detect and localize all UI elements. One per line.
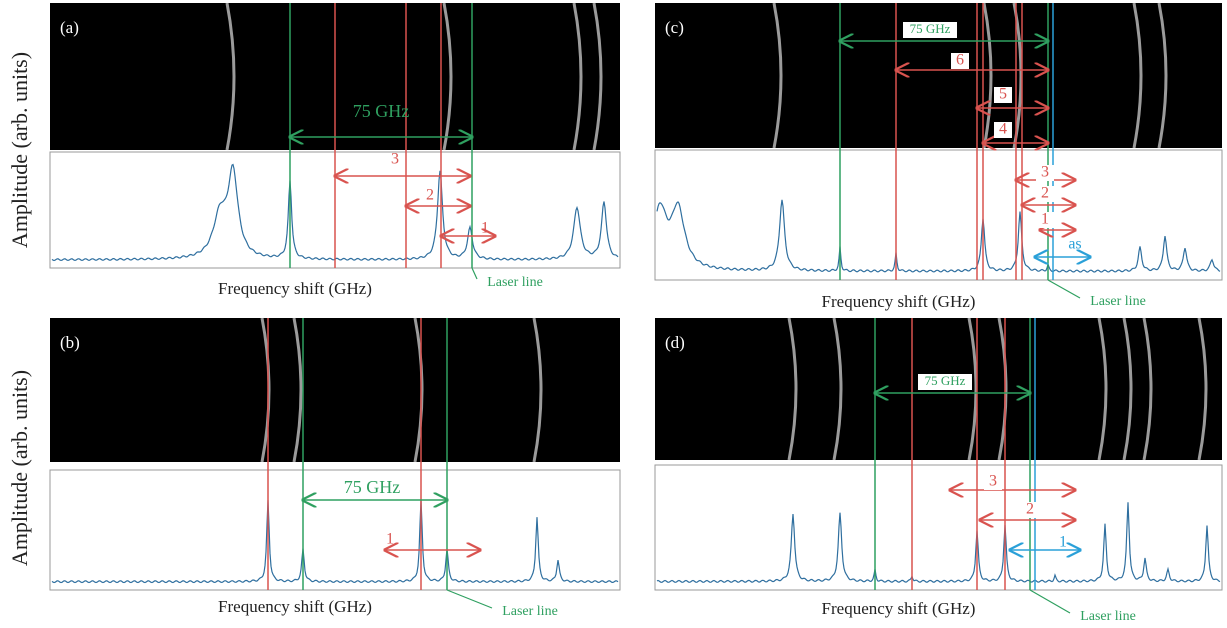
marker-label: 1 (1059, 534, 1067, 551)
fringe (1197, 317, 1208, 461)
label-box (918, 374, 972, 390)
y-axis-label: Amplitude (arb. units) (7, 370, 32, 566)
panel-label: (d) (665, 333, 685, 352)
marker-label: 3 (989, 473, 997, 490)
spacing-label: 75 GHz (910, 21, 951, 36)
camera-image (50, 318, 620, 462)
fringe (832, 317, 843, 461)
fringe (225, 2, 236, 151)
x-axis-label: Frequency shift (GHz) (218, 279, 372, 298)
panel-label: (a) (60, 18, 79, 37)
marker-label: 1 (386, 531, 394, 548)
label-box (951, 53, 969, 69)
laser-pointer (446, 589, 493, 609)
spacing-label: 75 GHz (344, 477, 401, 497)
y-axis-label: Amplitude (arb. units) (7, 52, 32, 248)
fringe (772, 2, 783, 149)
fringe (592, 2, 603, 151)
label-box (994, 122, 1012, 138)
fringe (413, 317, 424, 463)
spectrum-box (654, 464, 1223, 591)
spectrum-curve (656, 199, 1221, 273)
laser-label: Laser line (502, 604, 558, 619)
x-axis-label: Frequency shift (GHz) (822, 292, 976, 311)
fringe (1132, 2, 1143, 149)
marker-label: 4 (999, 121, 1007, 138)
fringe (787, 317, 798, 461)
label-box (1036, 165, 1054, 181)
marker-label: 2 (1026, 501, 1034, 518)
marker-label: 6 (956, 52, 964, 69)
label-box (984, 474, 1002, 490)
x-axis-label: Frequency shift (GHz) (218, 597, 372, 616)
label-box (903, 22, 957, 38)
fringe (260, 317, 271, 463)
spectrum-curve (656, 502, 1221, 583)
fringe (572, 2, 583, 151)
fringe (1157, 2, 1168, 149)
fringe (1122, 317, 1133, 461)
marker-label: as (1068, 236, 1081, 253)
marker-label: 2 (1041, 185, 1049, 202)
panel-label: (b) (60, 333, 80, 352)
spectrum-box (654, 149, 1223, 281)
marker-label: 2 (426, 187, 434, 204)
label-box (1021, 502, 1039, 518)
laser-label: Laser line (1090, 294, 1146, 309)
laser-label: Laser line (487, 275, 543, 290)
laser-pointer (1047, 279, 1081, 299)
marker-label: 5 (999, 86, 1007, 103)
marker-label: 3 (391, 151, 399, 168)
spacing-label: 75 GHz (925, 373, 966, 388)
marker-label: 3 (1041, 164, 1049, 181)
x-axis-label: Frequency shift (GHz) (822, 599, 976, 618)
label-box (1036, 212, 1054, 228)
fringe (292, 317, 303, 463)
label-box (1036, 186, 1054, 202)
spacing-label: 75 GHz (353, 101, 410, 121)
fringe (532, 317, 543, 463)
panel-label: (c) (665, 18, 684, 37)
fringe (1142, 317, 1153, 461)
fringe (1097, 317, 1108, 461)
laser-pointer (471, 267, 478, 280)
spectrum-box (49, 469, 621, 591)
label-box (994, 87, 1012, 103)
laser-label: Laser line (1080, 609, 1136, 624)
spectrum-curve (51, 499, 619, 584)
marker-label: 1 (481, 220, 489, 237)
marker-label: 1 (1041, 211, 1049, 228)
laser-pointer (1029, 589, 1071, 614)
